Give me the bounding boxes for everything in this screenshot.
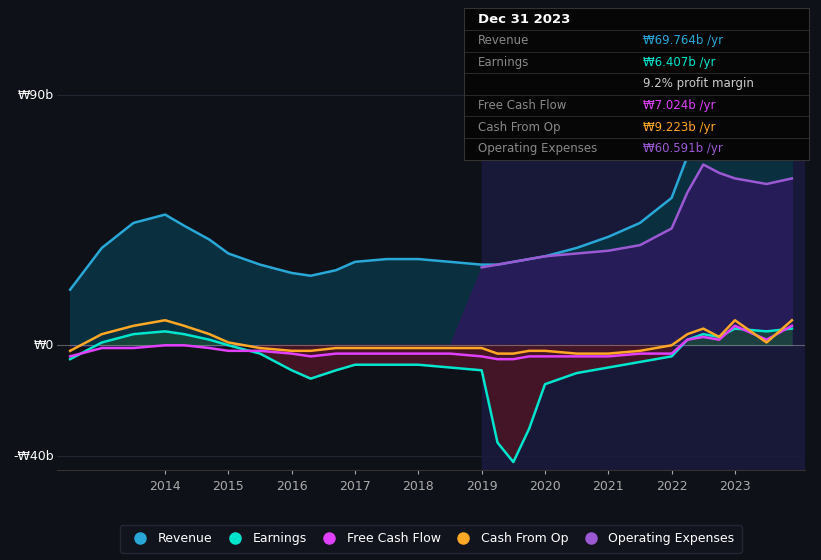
Text: Operating Expenses: Operating Expenses: [478, 142, 597, 155]
Text: ₩69.764b /yr: ₩69.764b /yr: [643, 34, 723, 47]
Text: -₩40b: -₩40b: [13, 450, 53, 463]
Legend: Revenue, Earnings, Free Cash Flow, Cash From Op, Operating Expenses: Revenue, Earnings, Free Cash Flow, Cash …: [120, 525, 742, 553]
Text: ₩9.223b /yr: ₩9.223b /yr: [643, 121, 716, 134]
Text: Free Cash Flow: Free Cash Flow: [478, 99, 566, 112]
Text: Revenue: Revenue: [478, 34, 529, 47]
Text: ₩90b: ₩90b: [17, 88, 53, 101]
Text: ₩60.591b /yr: ₩60.591b /yr: [643, 142, 723, 155]
Text: ₩6.407b /yr: ₩6.407b /yr: [643, 56, 716, 69]
Text: Cash From Op: Cash From Op: [478, 121, 560, 134]
Bar: [482, 67, 805, 470]
Text: ₩0: ₩0: [34, 339, 53, 352]
Text: Earnings: Earnings: [478, 56, 529, 69]
Text: 9.2% profit margin: 9.2% profit margin: [643, 77, 754, 91]
Text: ₩7.024b /yr: ₩7.024b /yr: [643, 99, 716, 112]
Text: Dec 31 2023: Dec 31 2023: [478, 13, 570, 26]
